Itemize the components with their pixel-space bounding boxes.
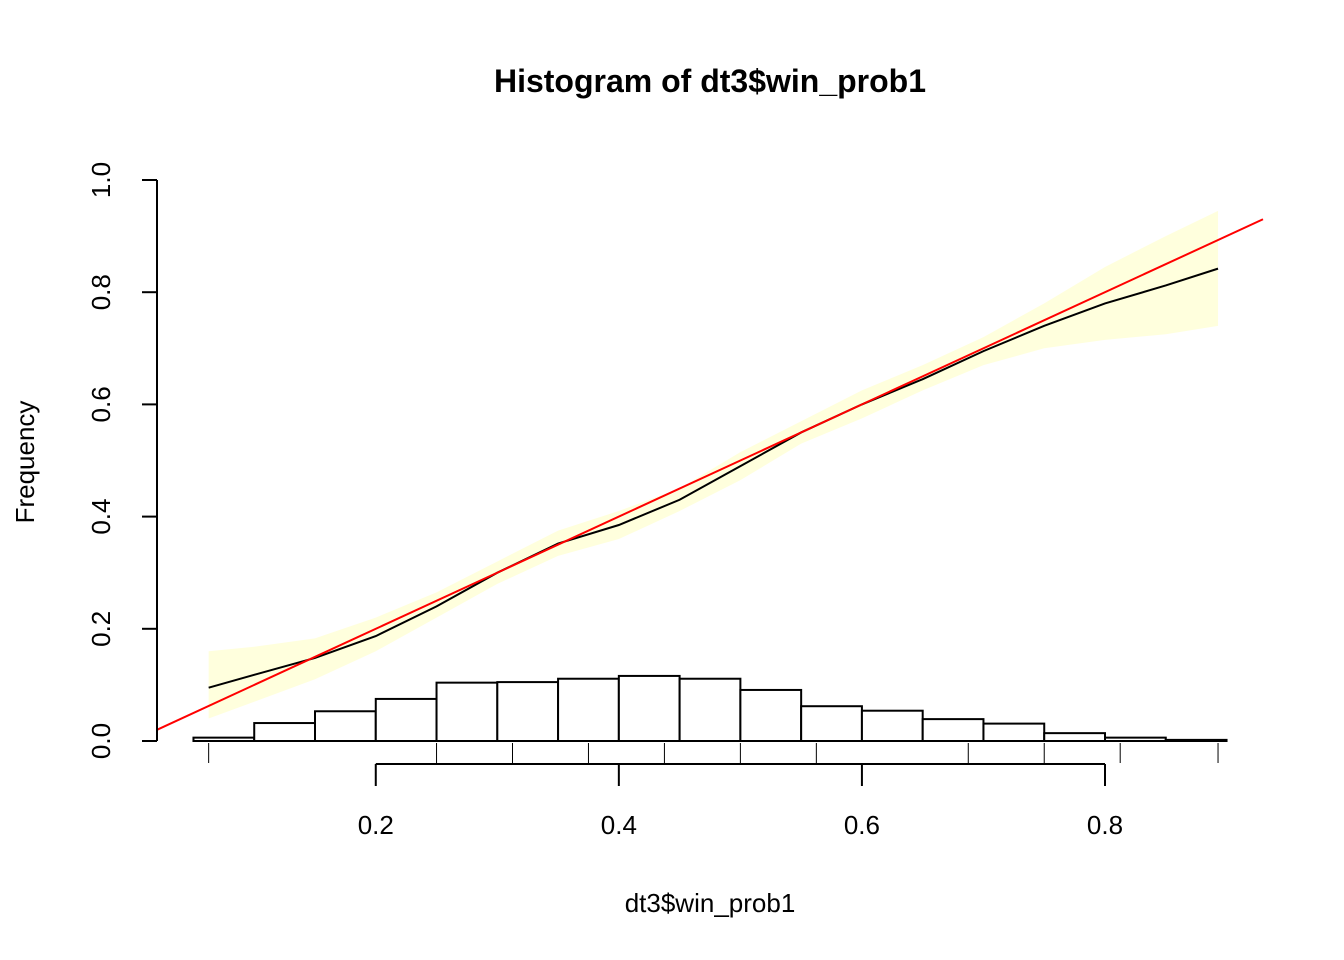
x-axis: 0.2 0.4 0.6 0.8 — [358, 763, 1123, 840]
histogram-bar — [314, 710, 377, 743]
histogram-bar — [678, 677, 742, 743]
chart-title: Histogram of dt3$win_prob1 — [494, 63, 926, 99]
rug-axis — [208, 743, 1219, 763]
histogram-bar — [496, 681, 560, 742]
x-tick-label: 0.4 — [601, 810, 637, 840]
histogram-bar — [435, 681, 499, 743]
y-tick-label: 0.2 — [86, 611, 116, 647]
x-tick-label: 0.6 — [844, 810, 880, 840]
histogram-bar — [253, 722, 317, 742]
histogram-bar — [1104, 736, 1167, 742]
histogram-bar — [921, 718, 985, 742]
histogram-bar — [557, 677, 620, 743]
confidence-band-area — [208, 210, 1219, 719]
y-axis: 0.0 0.2 0.4 0.6 0.8 1.0 — [86, 162, 158, 759]
histogram-bar — [860, 709, 924, 742]
x-axis-title: dt3$win_prob1 — [625, 888, 796, 918]
histogram-bar — [374, 697, 438, 742]
y-tick-label: 0.6 — [86, 386, 116, 422]
smooth-curve — [208, 267, 1219, 689]
histogram-bar — [192, 736, 256, 742]
histogram-bar — [800, 705, 863, 743]
histogram-bars — [192, 674, 1228, 743]
histogram-bar — [982, 722, 1046, 743]
y-axis-title: Frequency — [10, 401, 40, 524]
curve-lines — [156, 218, 1264, 731]
histogram-bar — [617, 674, 681, 743]
x-tick-label: 0.2 — [358, 810, 394, 840]
y-tick-label: 0.8 — [86, 274, 116, 310]
x-tick-label: 0.8 — [1087, 810, 1123, 840]
y-tick-label: 0.4 — [86, 499, 116, 535]
confidence-band — [208, 210, 1219, 719]
histogram-bar — [1164, 738, 1228, 742]
y-tick-label: 0.0 — [86, 723, 116, 759]
histogram-bar — [1043, 732, 1106, 742]
histogram-bar — [739, 688, 803, 742]
reference-line — [156, 218, 1264, 731]
y-tick-label: 1.0 — [86, 162, 116, 198]
